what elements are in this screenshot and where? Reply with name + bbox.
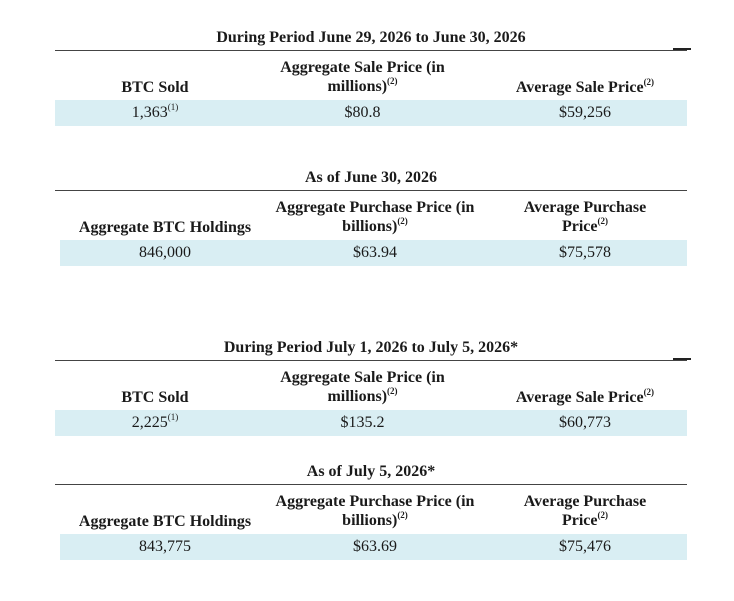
cell-aggregate-sale-price: $80.8 (344, 104, 381, 121)
header-btc-sold: BTC Sold (121, 389, 189, 406)
cell-average-purchase-price: $75,476 (559, 538, 611, 555)
cell-aggregate-sale-price: $135.2 (340, 414, 385, 431)
table-title: As of June 30, 2026 (304, 169, 437, 186)
cell-aggregate-btc-holdings: 843,775 (139, 538, 191, 555)
header-average-sale-price: Average Sale Price(2) (515, 386, 655, 406)
header-aggregate-btc-holdings: Aggregate BTC Holdings (78, 219, 252, 236)
table-row: 846,000 $63.94 $75,578 (60, 240, 687, 266)
table-title: During Period June 29, 2026 to June 30, … (216, 29, 526, 46)
table-row: 843,775 $63.69 $75,476 (60, 534, 687, 560)
header-average-sale-price: Average Sale Price(2) (515, 76, 655, 96)
rule-end-mark (673, 358, 691, 360)
cell-average-sale-price: $60,773 (559, 414, 611, 431)
header-average-purchase-price: Average Purchase Price(2) (523, 493, 647, 529)
cell-btc-sold: 2,225(1) (131, 411, 179, 431)
table-title: As of July 5, 2026* (306, 463, 436, 480)
cell-aggregate-purchase-price: $63.94 (353, 244, 397, 261)
header-rule (55, 190, 687, 191)
header-rule (55, 50, 687, 51)
header-average-purchase-price: Average Purchase Price(2) (523, 199, 647, 235)
header-aggregate-purchase-price: Aggregate Purchase Price (in billions)(2… (275, 199, 475, 235)
holdings-table-july: As of July 5, 2026* Aggregate BTC Holdin… (55, 462, 687, 562)
rule-end-mark (673, 48, 691, 50)
header-rule (55, 360, 687, 361)
header-aggregate-btc-holdings: Aggregate BTC Holdings (78, 513, 252, 530)
header-aggregate-purchase-price: Aggregate Purchase Price (in billions)(2… (275, 493, 475, 529)
holdings-table-june: As of June 30, 2026 Aggregate BTC Holdin… (55, 168, 687, 268)
sale-table-july: During Period July 1, 2026 to July 5, 20… (55, 338, 691, 438)
table-row: 1,363(1) $80.8 $59,256 (55, 100, 687, 126)
table-row: 2,225(1) $135.2 $60,773 (55, 410, 687, 436)
cell-average-sale-price: $59,256 (559, 104, 611, 121)
header-aggregate-sale-price: Aggregate Sale Price (in millions)(2) (280, 59, 445, 95)
table-title: During Period July 1, 2026 to July 5, 20… (223, 339, 519, 356)
cell-average-purchase-price: $75,578 (559, 244, 611, 261)
header-btc-sold: BTC Sold (121, 79, 189, 96)
cell-btc-sold: 1,363(1) (131, 101, 179, 121)
header-aggregate-sale-price: Aggregate Sale Price (in millions)(2) (280, 369, 445, 405)
header-rule (55, 484, 687, 485)
cell-aggregate-purchase-price: $63.69 (353, 538, 397, 555)
cell-aggregate-btc-holdings: 846,000 (139, 244, 191, 261)
sale-table-june: During Period June 29, 2026 to June 30, … (55, 28, 691, 128)
